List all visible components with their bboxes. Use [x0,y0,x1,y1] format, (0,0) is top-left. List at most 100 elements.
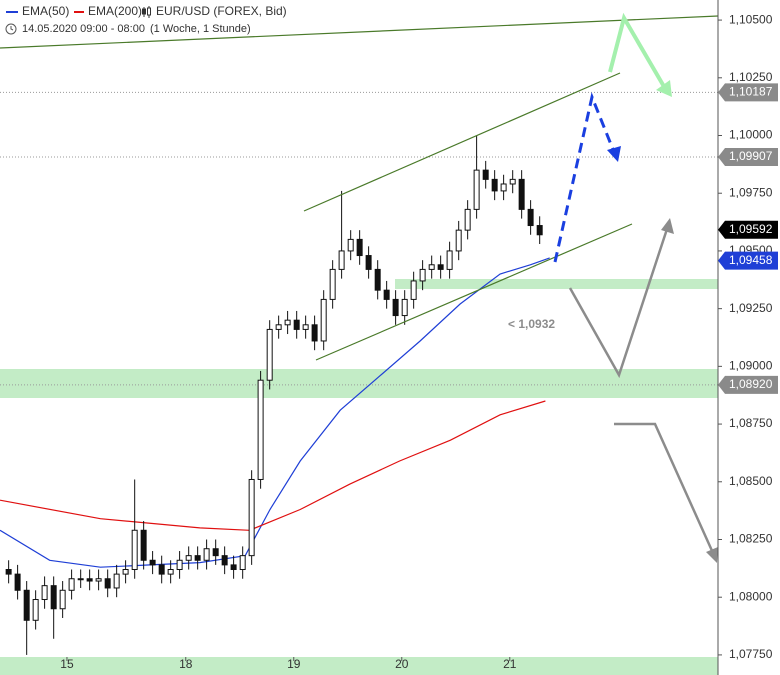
drawings [0,12,719,563]
candle-body [176,559,183,571]
x-tick-label: 21 [503,657,517,671]
price-tag [718,251,778,270]
price-tag-label: 1,09458 [729,253,773,267]
period: 14.05.2020 09:00 - 08:00 [22,23,145,35]
candle-body [203,548,210,561]
candle-body [410,280,417,300]
arrow-path [553,91,616,263]
candle-body [212,548,219,557]
candle-body [32,599,39,621]
candle-body [536,225,543,236]
price-tag-label: 1,08920 [729,377,773,391]
price-labels: 1,10187 1,09907 1,09592 1,09458 1,08920 [718,83,778,394]
y-tick-label: 1,08000 [729,589,773,603]
candle-body [14,573,21,591]
candle-body [473,169,480,210]
candle-body [500,183,507,192]
candle-body [392,298,399,317]
candle-body [230,564,237,571]
candles [5,135,543,655]
x-tick-label: 18 [179,657,193,671]
candle-body [509,178,516,185]
zone [395,279,718,289]
x-tick-label: 20 [395,657,409,671]
price-tag-label: 1,09907 [729,149,773,163]
candle-body [239,555,246,571]
candle-body [284,319,291,326]
candle-body [419,268,426,282]
candle-body [329,268,336,300]
legend: EMA(50) EMA(200) EUR/USD (FOREX, Bid) 14… [5,4,287,35]
candle-body [104,578,111,589]
candle-body [455,229,462,252]
candle-body [356,238,363,257]
legend-label: EMA(50) [22,4,69,18]
candle-body [50,585,57,610]
candle-body [221,555,228,566]
price-tag [718,83,778,102]
legend-label: EUR/USD (FOREX, Bid) [156,4,287,18]
candle-body [374,268,381,291]
candle-body [140,529,147,561]
support-zones [0,279,718,675]
candle-body [527,208,534,227]
price-tag [718,220,778,239]
candle-body [275,324,282,330]
candle-body [491,178,498,192]
clock-icon [5,23,17,35]
candle-body [41,585,48,601]
candle-body [482,169,489,180]
candle-body [23,589,30,621]
candle-body [68,578,75,591]
candle-body [149,559,156,566]
arrow-path [568,228,669,379]
candle-body [302,324,309,330]
x-tick-label: 19 [287,657,301,671]
candle-body [518,178,525,210]
candle-body [428,264,435,270]
ema-line [0,400,546,531]
candle-body [86,578,93,582]
candle-body [293,319,300,330]
candle-body [338,250,345,270]
candle-body [5,569,12,575]
candle-body [446,250,453,270]
candle-body [383,289,390,300]
candle-body [365,255,372,270]
x-tick-label: 15 [60,657,74,671]
channel-upper [303,72,621,212]
interval: (1 Woche, 1 Stunde) [150,23,251,35]
candle-body [347,238,354,252]
arrow-path [608,12,668,92]
candle-body [320,298,327,342]
candle-body [131,529,138,571]
candle-body [248,478,255,557]
clock-hand [10,26,14,31]
legend-label: EMA(200) [88,4,142,18]
candle-icon [142,6,151,18]
price-tag-label: 1,10187 [729,85,773,99]
candle-body [464,208,471,231]
y-tick-label: 1,09250 [729,301,773,315]
candle-body [194,555,201,561]
candle-body [113,573,120,589]
candle-body [95,578,102,582]
candle-body [122,569,129,575]
candle-body [311,324,318,342]
candle-body [158,564,165,575]
trend-line [0,15,719,49]
candle-body [59,589,66,610]
y-tick-label: 1,08250 [729,532,773,546]
candle-body [77,578,84,581]
arrow-path [614,422,715,554]
y-tick-label: 1,10500 [729,12,773,26]
y-tick-label: 1,10000 [729,128,773,142]
axis: 1,07750 1,08000 1,08250 1,08500 1,08750 1,090… [60,12,772,671]
price-tag [718,147,778,166]
y-tick-label: 1,09000 [729,359,773,373]
arrow-head [656,80,672,97]
arrow-head [706,547,718,563]
arrow-head [661,218,674,234]
